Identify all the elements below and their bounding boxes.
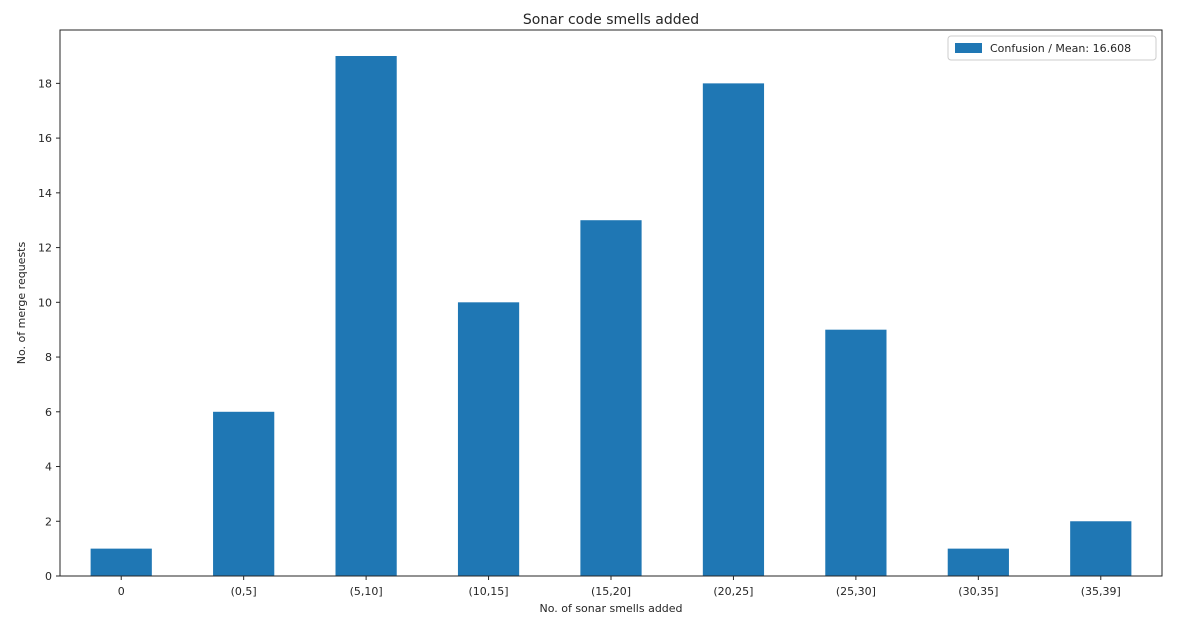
bar-6	[825, 329, 887, 576]
y-axis-label: No. of merge requests	[15, 242, 28, 365]
bar-1	[213, 411, 275, 576]
x-tick-label: (20,25]	[713, 585, 753, 598]
x-tick-label: (0,5]	[231, 585, 257, 598]
x-tick-label: (15,20]	[591, 585, 631, 598]
bar-0	[90, 548, 152, 576]
legend-entry: Confusion / Mean: 16.608	[990, 42, 1131, 55]
y-tick-label: 16	[38, 132, 52, 145]
legend: Confusion / Mean: 16.608	[947, 35, 1157, 61]
x-tick-label: (25,30]	[836, 585, 876, 598]
legend-swatch	[955, 43, 982, 53]
x-tick-label: 0	[118, 585, 125, 598]
y-tick-label: 12	[38, 242, 52, 255]
x-tick-label: (35,39]	[1081, 585, 1121, 598]
bar-4	[580, 220, 642, 577]
x-tick-label: (30,35]	[958, 585, 998, 598]
y-tick-label: 4	[45, 461, 52, 474]
y-axis: 0 2 4 6 8 10 12 14 16 18	[38, 77, 60, 583]
bar-5	[702, 83, 765, 577]
y-tick-label: 10	[38, 296, 52, 309]
y-tick-label: 2	[45, 515, 52, 528]
y-tick-label: 8	[45, 351, 52, 364]
legend-box	[947, 35, 1157, 61]
x-tick-label: (10,15]	[469, 585, 509, 598]
bar-8	[1070, 521, 1132, 576]
y-tick-label: 18	[38, 77, 52, 90]
bars-layer	[90, 56, 1132, 577]
x-tick-label: (5,10]	[350, 585, 383, 598]
bar-3	[457, 302, 520, 576]
x-axis-label: No. of sonar smells added	[539, 602, 682, 615]
x-axis: 0 (0,5] (5,10] (10,15] (15,20] (20,25] (25,30]…	[118, 576, 1121, 598]
bar-7	[947, 548, 1009, 576]
y-tick-label: 6	[45, 406, 52, 419]
bar-2	[335, 56, 397, 576]
chart-title: Sonar code smells added	[523, 12, 699, 28]
y-tick-label: 14	[38, 187, 52, 200]
y-tick-label: 0	[45, 570, 52, 583]
